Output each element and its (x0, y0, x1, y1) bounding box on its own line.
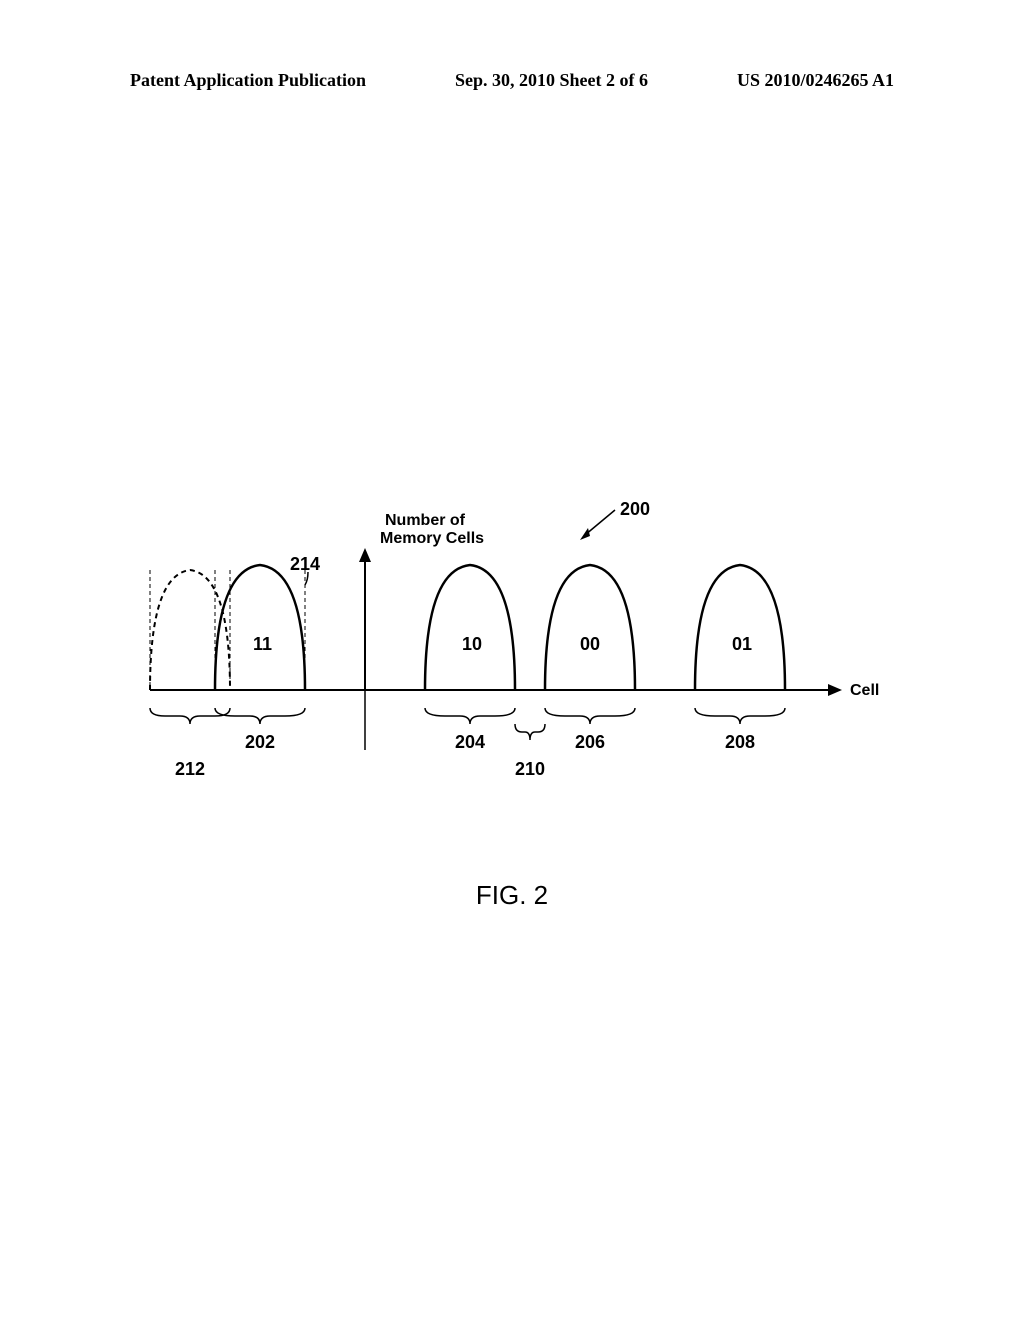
ref-214-label: 214 (290, 554, 320, 574)
curve-208 (695, 565, 785, 690)
figure-label: FIG. 2 (0, 880, 1024, 911)
y-axis-arrow (359, 548, 371, 562)
state-11: 11 (253, 634, 272, 654)
brace-206 (545, 708, 635, 724)
ref-208-label: 208 (725, 732, 755, 752)
ref-200-label: 200 (620, 499, 650, 519)
diagram-svg: Number of Memory Cells Cell Vt 200 11 10 (140, 490, 880, 810)
state-01: 01 (732, 634, 752, 654)
page-header: Patent Application Publication Sep. 30, … (0, 70, 1024, 91)
header-right: US 2010/0246265 A1 (737, 70, 894, 91)
ref-212-label: 212 (175, 759, 205, 779)
brace-212 (150, 708, 230, 724)
state-10: 10 (462, 634, 482, 654)
y-label-1: Number of (385, 512, 466, 529)
diagram: Number of Memory Cells Cell Vt 200 11 10 (140, 490, 880, 810)
state-00: 00 (580, 634, 600, 654)
y-label-2: Memory Cells (380, 530, 484, 547)
brace-204 (425, 708, 515, 724)
ref-204-label: 204 (455, 732, 485, 752)
header-center: Sep. 30, 2010 Sheet 2 of 6 (455, 70, 648, 91)
curve-202 (215, 565, 305, 690)
curve-206 (545, 565, 635, 690)
curve-204 (425, 565, 515, 690)
brace-208 (695, 708, 785, 724)
brace-210 (515, 724, 545, 740)
header-left: Patent Application Publication (130, 70, 366, 91)
ref-202-label: 202 (245, 732, 275, 752)
brace-202 (215, 708, 305, 724)
ref-200-arrow (580, 528, 590, 540)
ref-200-line (585, 510, 615, 535)
x-axis-arrow (828, 684, 842, 696)
ref-206-label: 206 (575, 732, 605, 752)
ref-210-label: 210 (515, 759, 545, 779)
x-label: Cell Vt (850, 682, 880, 699)
